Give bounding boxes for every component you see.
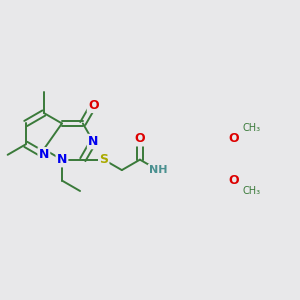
Text: N: N bbox=[57, 153, 67, 166]
Text: NH: NH bbox=[149, 165, 167, 175]
Text: O: O bbox=[88, 99, 99, 112]
Text: CH₃: CH₃ bbox=[242, 123, 260, 133]
Text: N: N bbox=[39, 148, 49, 161]
Text: S: S bbox=[99, 153, 108, 166]
Text: O: O bbox=[228, 132, 238, 145]
Text: O: O bbox=[228, 174, 238, 187]
Text: N: N bbox=[88, 135, 98, 148]
Text: CH₃: CH₃ bbox=[242, 186, 260, 196]
Text: O: O bbox=[135, 132, 145, 145]
